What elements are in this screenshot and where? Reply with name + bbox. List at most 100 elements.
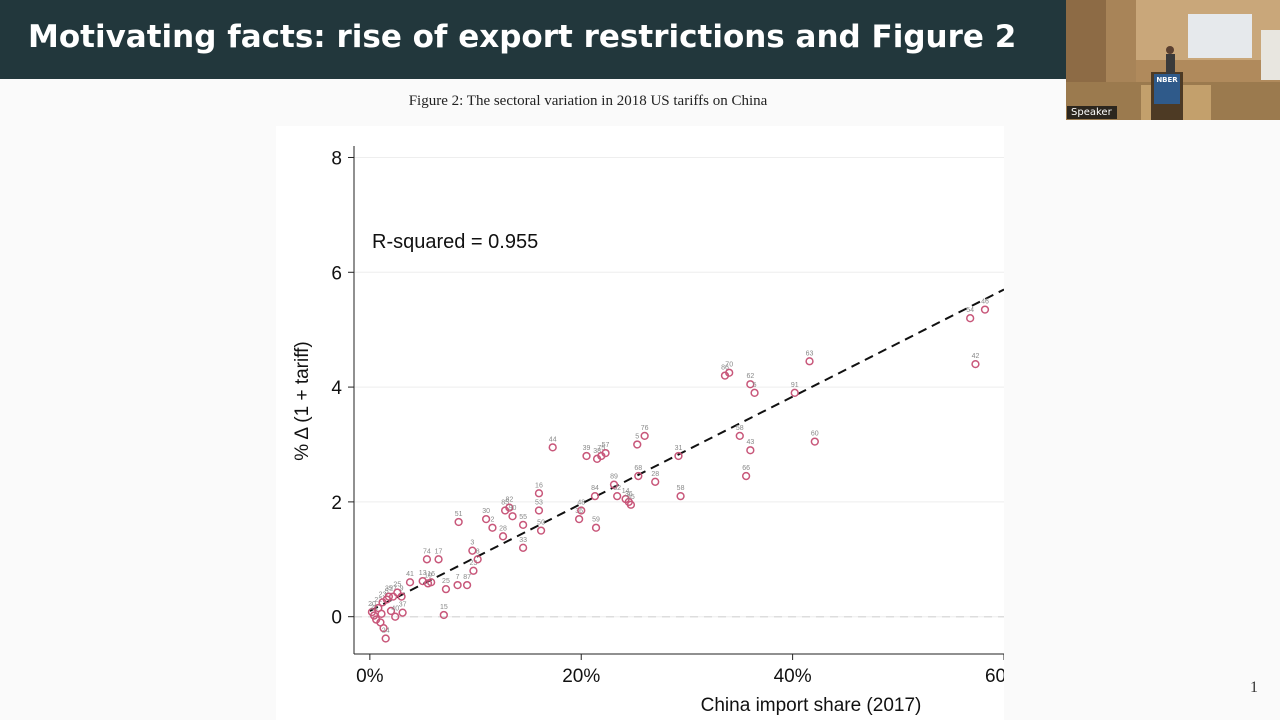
point-label: 21 [370, 605, 378, 612]
page-number: 1 [1250, 679, 1258, 696]
point-marker [548, 443, 557, 452]
point-marker [427, 578, 436, 587]
point-marker [741, 471, 751, 481]
point-label: 70 [725, 362, 733, 369]
point-label: 35 [385, 586, 393, 593]
point-marker [377, 609, 386, 618]
point-label: 87 [463, 574, 471, 581]
point-marker [577, 506, 586, 515]
point-label: 28 [651, 471, 659, 478]
point-label: 31 [675, 445, 683, 452]
point-label: 13 [419, 570, 427, 577]
point-marker [384, 592, 394, 601]
data-point: 89 [609, 474, 619, 489]
data-point: 33 [518, 537, 528, 552]
point-label: 25 [442, 578, 450, 585]
data-point: 68 [634, 465, 643, 481]
point-label: 17 [435, 548, 443, 555]
data-point: 23 [469, 560, 478, 575]
point-label: 28 [499, 525, 507, 532]
point-marker [640, 431, 649, 441]
data-point: 74 [422, 548, 432, 564]
data-point: 35 [384, 586, 394, 601]
point-marker [381, 634, 390, 643]
point-marker [469, 566, 478, 575]
y-tick-label: 4 [331, 378, 342, 399]
point-label: 58 [736, 425, 744, 432]
data-point: 40 [391, 606, 400, 621]
point-label: 23 [379, 591, 387, 598]
point-label: 27 [389, 586, 397, 593]
data-point: 5 [633, 433, 642, 449]
point-marker [468, 546, 477, 555]
data-point [377, 609, 386, 618]
x-tick-label: 60% [985, 666, 1004, 687]
point-label: 43 [746, 439, 754, 446]
data-point: 39 [582, 445, 591, 461]
point-marker [508, 512, 517, 521]
point-marker [626, 500, 636, 509]
point-marker [613, 491, 622, 501]
point-label: 76 [641, 425, 649, 432]
point-marker [454, 517, 463, 527]
data-point: 31 [674, 445, 683, 461]
point-marker [488, 523, 497, 532]
data-point: 53 [534, 499, 544, 515]
point-label: 41 [406, 571, 414, 578]
point-label: 20 [368, 601, 376, 608]
figure-caption: Figure 2: The sectoral variation in 2018… [408, 93, 768, 109]
point-marker [434, 555, 443, 564]
data-point: 36 [574, 508, 584, 524]
point-label: 66 [742, 465, 750, 472]
point-marker [609, 480, 619, 489]
point-marker [453, 580, 462, 590]
point-label: 42 [972, 353, 980, 360]
point-label: 62 [746, 373, 754, 380]
fit-line [369, 288, 1004, 612]
point-label: 46 [981, 299, 989, 306]
data-point: 42 [971, 353, 980, 369]
point-marker [633, 440, 642, 449]
data-point: 41 [405, 571, 415, 587]
data-point: 66 [741, 465, 751, 481]
point-label: 8 [476, 548, 480, 555]
data-point: 44 [548, 436, 557, 452]
data-point: 15 [439, 604, 448, 620]
speaker-label: Speaker [1067, 106, 1117, 119]
point-marker [601, 448, 610, 458]
point-marker [591, 523, 601, 532]
point-label: 53 [535, 499, 543, 506]
data-point: 54 [966, 307, 975, 323]
point-marker [505, 503, 514, 512]
data-point: 90 [508, 505, 517, 521]
point-label: 32 [613, 485, 621, 492]
point-marker [971, 359, 980, 369]
data-point: 8 [473, 548, 482, 564]
data-point: 91 [790, 382, 799, 397]
point-marker [391, 612, 400, 621]
point-marker [405, 578, 415, 587]
x-tick-label: 0% [356, 666, 384, 687]
point-marker [634, 471, 643, 481]
point-label: 24 [382, 628, 390, 635]
data-point: 21 [369, 605, 379, 620]
point-label: 2 [491, 517, 495, 524]
data-point: 57 [601, 442, 610, 458]
point-label: 63 [806, 350, 814, 357]
x-tick-label: 40% [774, 666, 812, 687]
data-point: 55 [626, 494, 636, 509]
point-marker [369, 611, 379, 620]
point-label: 90 [509, 505, 517, 512]
point-label: 39 [583, 445, 591, 452]
point-label: 54 [966, 307, 974, 314]
point-label: 85 [501, 499, 509, 506]
point-marker [750, 388, 759, 397]
data-point: 17 [434, 548, 443, 564]
slide-header: Motivating facts: rise of export restric… [0, 0, 1066, 79]
point-marker [746, 380, 755, 389]
point-label: 10 [424, 572, 432, 579]
point-marker [441, 584, 451, 594]
data-point: 58 [676, 485, 685, 501]
